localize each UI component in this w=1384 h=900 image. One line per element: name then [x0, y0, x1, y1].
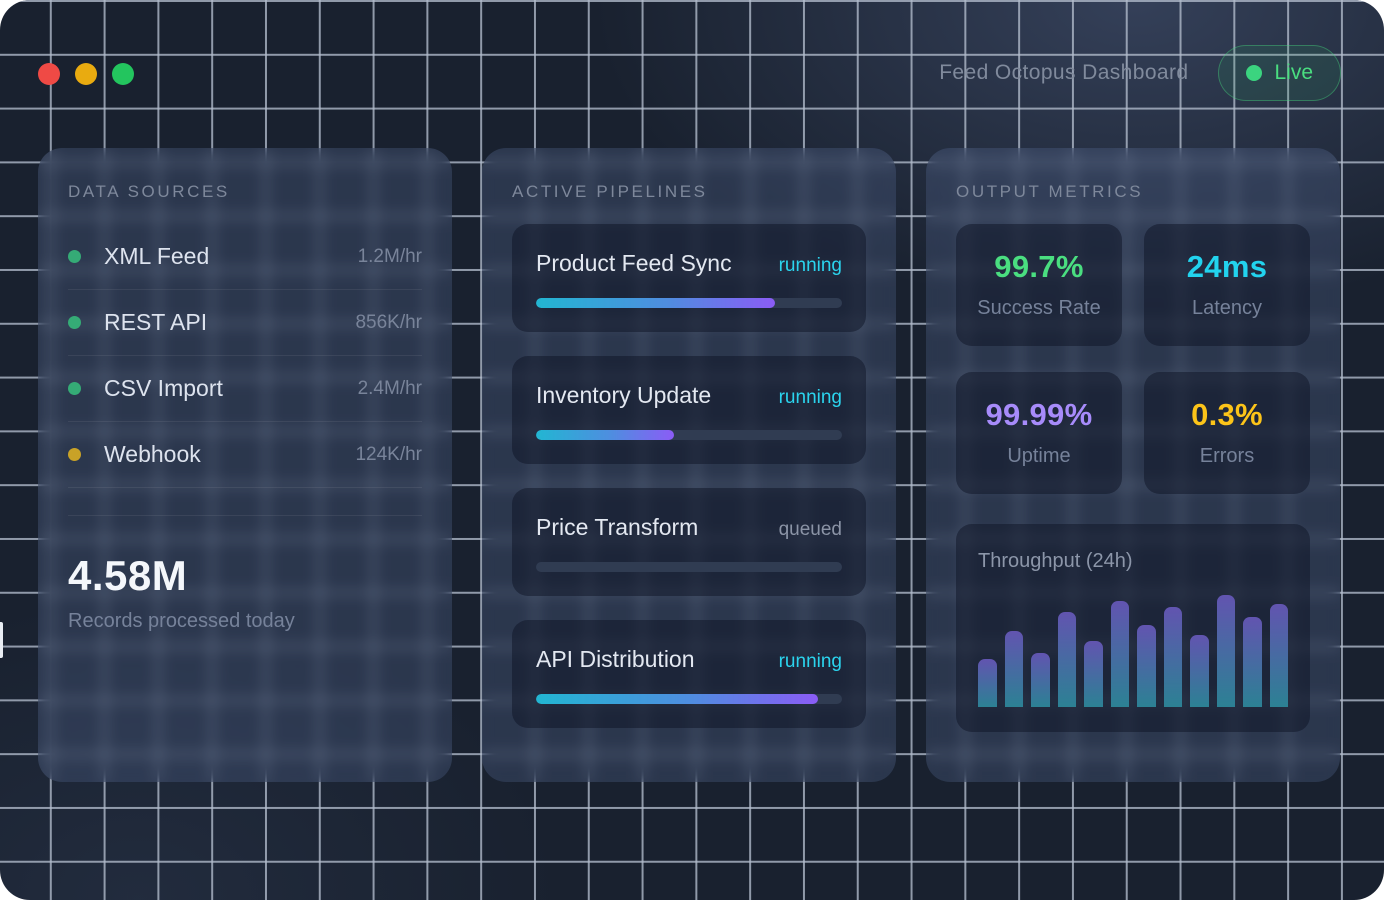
throughput-bar: [1031, 653, 1050, 707]
throughput-bar: [1243, 617, 1262, 707]
output-metrics-header: OUTPUT METRICS: [956, 182, 1144, 201]
titlebar: Feed Octopus Dashboard Live: [0, 0, 1384, 148]
pipeline-status: queued: [778, 519, 842, 540]
source-name: Webhook: [104, 441, 201, 467]
data-source-row: CSV Import 2.4M/hr: [68, 356, 422, 422]
pipeline-progress-track: [536, 430, 842, 440]
pipeline-status: running: [778, 255, 842, 276]
pipeline-name: Product Feed Sync: [536, 250, 732, 276]
active-pipelines-header: ACTIVE PIPELINES: [512, 182, 708, 201]
pipeline-progress-fill: [536, 694, 818, 704]
pipeline-progress-track: [536, 694, 842, 704]
metric-card-latency: 24ms Latency: [1144, 224, 1310, 346]
pipeline-card-head: Product Feed Sync running: [536, 250, 842, 277]
throughput-bar: [1137, 625, 1156, 707]
source-rate: 2.4M/hr: [357, 377, 422, 399]
metric-label: Latency: [1191, 297, 1263, 319]
data-source-row: REST API 856K/hr: [68, 290, 422, 356]
metric-value: 99.7%: [994, 249, 1084, 284]
source-name: CSV Import: [104, 375, 223, 401]
pipeline-name: Price Transform: [536, 514, 699, 540]
source-name: XML Feed: [104, 243, 210, 269]
active-pipelines-panel: ACTIVE PIPELINES Product Feed Sync runni…: [482, 148, 896, 782]
metric-label: Success Rate: [977, 297, 1101, 319]
pipeline-card: Inventory Update running: [512, 356, 866, 464]
app-title: Feed Octopus Dashboard: [939, 61, 1189, 84]
metric-grid: 99.7% Success Rate 24ms Latency 99.99% U…: [956, 224, 1310, 494]
metric-label: Errors: [1199, 445, 1255, 467]
dashboard-panels: DATA SOURCES XML Feed 1.2M/hr REST API 8…: [38, 148, 1340, 782]
pipeline-status: running: [778, 651, 842, 672]
throughput-bar: [1269, 603, 1288, 707]
throughput-bar: [1057, 611, 1076, 707]
total-divider: [68, 515, 422, 516]
throughput-chart-title: Throughput (24h): [978, 550, 1133, 572]
metric-label: Uptime: [1007, 445, 1071, 467]
data-sources-header: DATA SOURCES: [68, 182, 230, 201]
pipeline-name: Inventory Update: [536, 382, 712, 408]
pipeline-card-head: Inventory Update running: [536, 382, 842, 409]
throughput-bar: [1084, 640, 1103, 707]
pipeline-progress-fill: [536, 298, 775, 308]
data-source-row: Webhook 124K/hr: [68, 422, 422, 488]
throughput-bar: [1110, 600, 1129, 707]
zoom-window-button[interactable]: [112, 63, 134, 85]
throughput-bar: [1004, 630, 1023, 707]
source-rate: 856K/hr: [355, 311, 422, 333]
throughput-chart-card: Throughput (24h): [956, 524, 1310, 732]
source-status-dot-icon: [68, 250, 81, 263]
live-label: Live: [1274, 61, 1313, 84]
metric-value: 0.3%: [1191, 397, 1263, 432]
window-controls: [38, 63, 134, 85]
pipeline-card-head: Price Transform queued: [536, 514, 842, 541]
output-metrics-panel: OUTPUT METRICS 99.7% Success Rate 24ms L…: [926, 148, 1340, 782]
title-group: Feed Octopus Dashboard Live: [939, 45, 1341, 101]
source-rate: 1.2M/hr: [357, 245, 422, 267]
metric-value: 24ms: [1186, 249, 1268, 284]
data-sources-panel: DATA SOURCES XML Feed 1.2M/hr REST API 8…: [38, 148, 452, 782]
throughput-bar: [1163, 607, 1182, 707]
minimize-window-button[interactable]: [75, 63, 97, 85]
pipeline-card: Product Feed Sync running: [512, 224, 866, 332]
throughput-bar: [1190, 635, 1209, 707]
data-source-row: XML Feed 1.2M/hr: [68, 224, 422, 290]
throughput-bar-chart: [978, 595, 1288, 707]
pipeline-card: API Distribution running: [512, 620, 866, 728]
pipeline-card: Price Transform queued: [512, 488, 866, 596]
metric-card-success-rate: 99.7% Success Rate: [956, 224, 1122, 346]
metric-card-uptime: 99.99% Uptime: [956, 372, 1122, 494]
close-window-button[interactable]: [38, 63, 60, 85]
source-status-dot-icon: [68, 382, 81, 395]
pipeline-card-head: API Distribution running: [536, 646, 842, 673]
throughput-bar: [978, 658, 997, 707]
pipeline-name: API Distribution: [536, 646, 695, 672]
metric-value: 99.99%: [985, 397, 1093, 432]
source-rate: 124K/hr: [355, 443, 422, 465]
pipeline-progress-track: [536, 562, 842, 572]
pipeline-progress-track: [536, 298, 842, 308]
metric-card-errors: 0.3% Errors: [1144, 372, 1310, 494]
live-status-badge: Live: [1218, 45, 1341, 101]
pipeline-status: running: [778, 387, 842, 408]
records-total-value: 4.58M: [68, 552, 188, 599]
throughput-bar: [1216, 595, 1235, 707]
source-status-dot-icon: [68, 316, 81, 329]
live-dot-icon: [1246, 65, 1263, 81]
records-total-caption: Records processed today: [68, 610, 295, 632]
source-name: REST API: [104, 309, 208, 335]
source-status-dot-icon: [68, 448, 81, 461]
pipeline-progress-fill: [536, 430, 674, 440]
left-edge-cursor-artifact: [0, 622, 3, 658]
